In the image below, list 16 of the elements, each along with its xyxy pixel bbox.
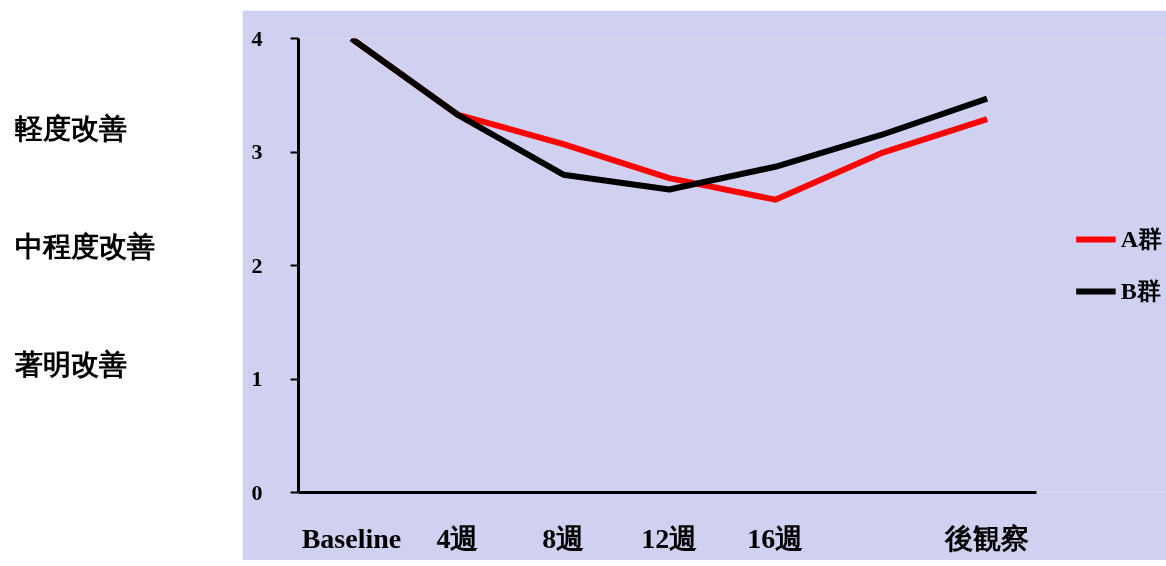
y-tick-label: 3: [251, 139, 263, 164]
x-tick-label: 12週: [641, 522, 698, 554]
y-tick-label: 4: [251, 25, 263, 51]
x-tick-label: 16週: [747, 522, 804, 554]
x-tick-label: Baseline: [301, 522, 402, 554]
text: 軽度改善: [15, 111, 127, 147]
y-tick-label: 2: [251, 252, 263, 278]
text: 中程度改善: [15, 229, 155, 265]
legend-label: B群: [1120, 277, 1161, 306]
x-tick-label: 8週: [542, 522, 585, 554]
y-tick-label: 0: [251, 479, 263, 505]
legend-label: A群: [1120, 225, 1162, 254]
x-tick-label: 4週: [436, 522, 479, 554]
x-tick-label: 後観察: [944, 522, 1030, 554]
y-tick-label: 1: [251, 366, 263, 391]
text: 著明改善: [15, 347, 127, 383]
